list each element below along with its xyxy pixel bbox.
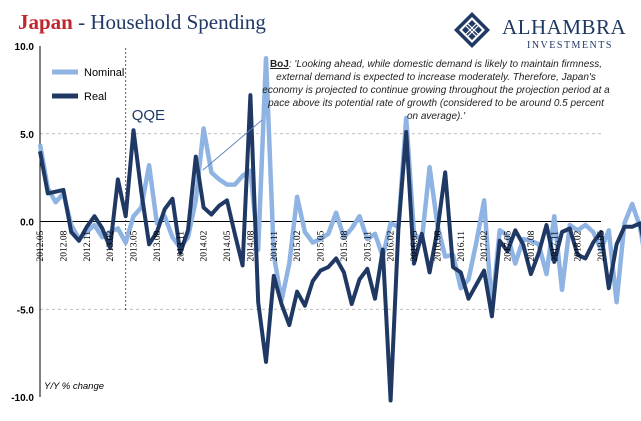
y-tick-label: -5.0 xyxy=(17,305,35,316)
x-tick-label: 2017.11 xyxy=(550,231,560,262)
x-tick-label: 2012.05 xyxy=(36,230,46,261)
x-tick-label: 2013.11 xyxy=(176,231,186,262)
x-tick-label: 2016.02 xyxy=(387,230,397,261)
title-country: Japan xyxy=(18,10,73,34)
chart-title: Japan - Household Spending xyxy=(18,10,266,35)
y-tick-label: -10.0 xyxy=(11,393,34,404)
x-tick-label: 2018.05 xyxy=(597,230,607,261)
annotation-source: BoJ xyxy=(269,59,289,70)
x-tick-label: 2013.08 xyxy=(153,230,163,261)
series-line-real xyxy=(38,93,641,403)
annotation-pointer xyxy=(202,119,263,171)
legend-label-real: Real xyxy=(84,91,107,103)
annotation-quote: : 'Looking ahead, while domestic demand … xyxy=(262,59,610,122)
logo-name: ALHAMBRA xyxy=(502,15,627,39)
x-tick-label: 2014.11 xyxy=(270,231,280,262)
y-tick-label: 5.0 xyxy=(20,130,34,141)
title-topic: Household Spending xyxy=(90,10,266,34)
y-axis-label: Y/Y % change xyxy=(44,381,104,392)
x-tick-label: 2015.08 xyxy=(340,230,350,261)
x-tick-label: 2012.08 xyxy=(59,230,69,261)
x-tick-label: 2014.02 xyxy=(200,230,210,261)
x-tick-label: 2015.11 xyxy=(363,231,373,262)
x-tick-label: 2016.11 xyxy=(457,231,467,262)
x-tick-label: 2014.08 xyxy=(246,230,256,261)
x-tick-label: 2013.02 xyxy=(106,230,116,261)
x-tick-label: 2015.05 xyxy=(317,230,327,261)
title-separator: - xyxy=(72,10,91,34)
series-line-nominal xyxy=(37,56,641,312)
x-tick-label: 2013.05 xyxy=(130,230,140,261)
x-tick-label: 2017.05 xyxy=(504,230,514,261)
y-tick-label: 0.0 xyxy=(20,218,34,229)
x-tick-label: 2017.02 xyxy=(480,230,490,261)
x-tick-label: 2015.02 xyxy=(293,230,303,261)
x-tick-label: 2018.02 xyxy=(574,230,584,261)
y-tick-label: 10.0 xyxy=(15,42,35,53)
x-tick-label: 2014.05 xyxy=(223,230,233,261)
logo-sub: INVESTMENTS xyxy=(527,40,613,51)
boj-annotation: BoJ: 'Looking ahead, while domestic dema… xyxy=(262,58,610,123)
x-tick-label: 2016.08 xyxy=(433,230,443,261)
x-tick-label: 2016.05 xyxy=(410,230,420,261)
x-tick-label: 2017.08 xyxy=(527,230,537,261)
qqe-label: QQE xyxy=(132,107,165,124)
x-tick-label: 2012.11 xyxy=(83,231,93,262)
legend-label-nominal: Nominal xyxy=(84,67,124,79)
